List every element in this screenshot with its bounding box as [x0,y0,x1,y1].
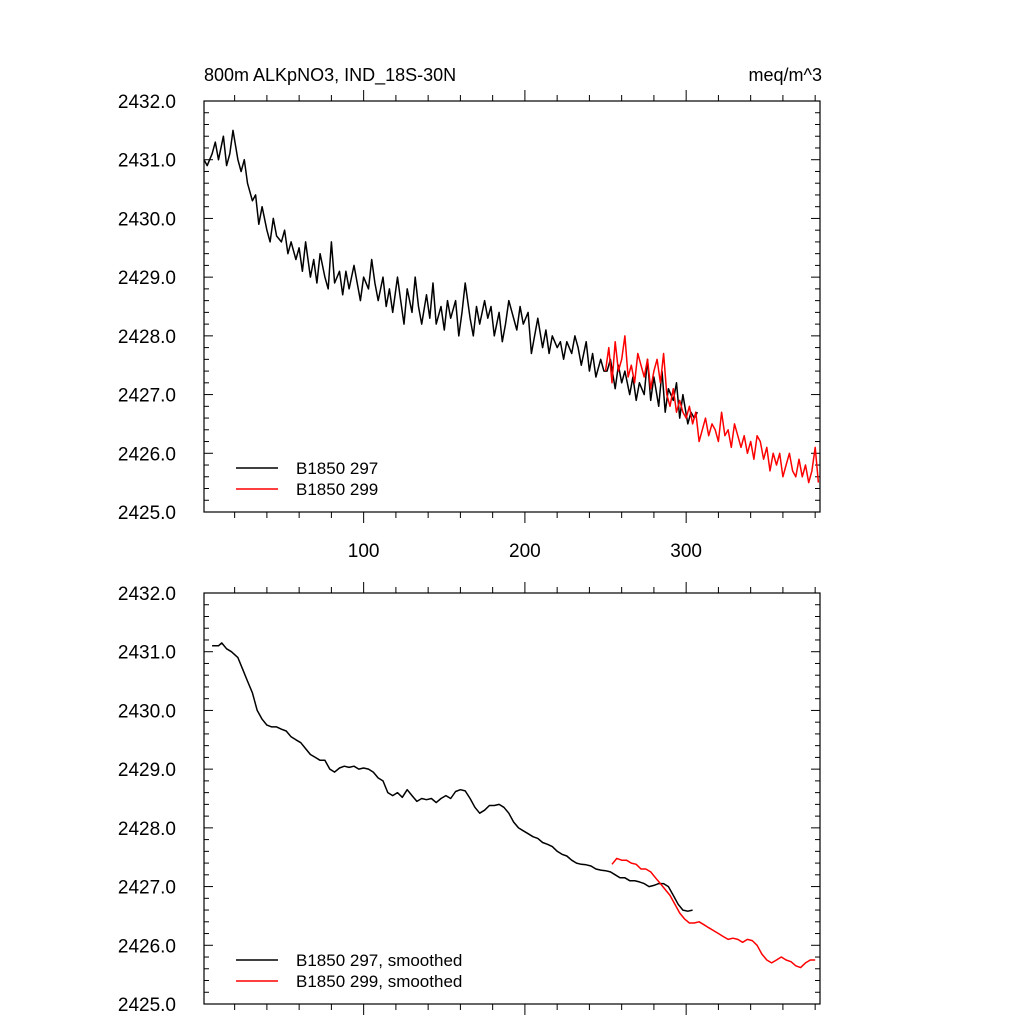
y-tick-label: 2425.0 [118,995,176,1016]
plot-frame [203,100,821,513]
y-tick-label: 2430.0 [118,701,176,722]
chart-title: 800m ALKpNO3, IND_18S-30N [204,65,456,86]
x-tick-label: 100 [348,541,380,562]
legend-label: B1850 297 [296,459,378,478]
y-tick-label: 2429.0 [118,268,176,289]
series-line-2 [604,335,820,484]
y-tick-label: 2429.0 [118,760,176,781]
y-tick-label: 2426.0 [118,936,176,957]
chart-units: meq/m^3 [749,65,822,85]
x-tick-label: 200 [509,541,541,562]
legend-label: B1850 299, smoothed [296,972,462,991]
y-tick-label: 2428.0 [118,327,176,348]
top-chart-panel: 800m ALKpNO3, IND_18S-30N meq/m^3 2425.0… [118,65,822,562]
y-tick-label: 2430.0 [118,209,176,230]
series-line-1 [203,129,699,425]
bottom-chart-panel: 2425.0 2426.0 2427.0 2428.0 2429.0 2430.0 2431… [118,582,821,1016]
series-line-1 [212,642,693,912]
y-tick-label: 2427.0 [118,386,176,407]
y-tick-label: 2426.0 [118,444,176,465]
y-tick-label: 2432.0 [118,584,176,605]
y-tick-label: 2427.0 [118,878,176,899]
y-tick-label: 2428.0 [118,819,176,840]
legend-label: B1850 299 [296,480,378,499]
legend-label: B1850 297, smoothed [296,951,462,970]
series-line-2 [611,857,816,969]
y-tick-label: 2431.0 [118,151,176,172]
y-tick-label: 2432.0 [118,92,176,113]
plot-frame [203,592,821,1005]
y-tick-label: 2431.0 [118,643,176,664]
y-tick-label: 2425.0 [118,503,176,524]
x-tick-label: 300 [670,541,702,562]
